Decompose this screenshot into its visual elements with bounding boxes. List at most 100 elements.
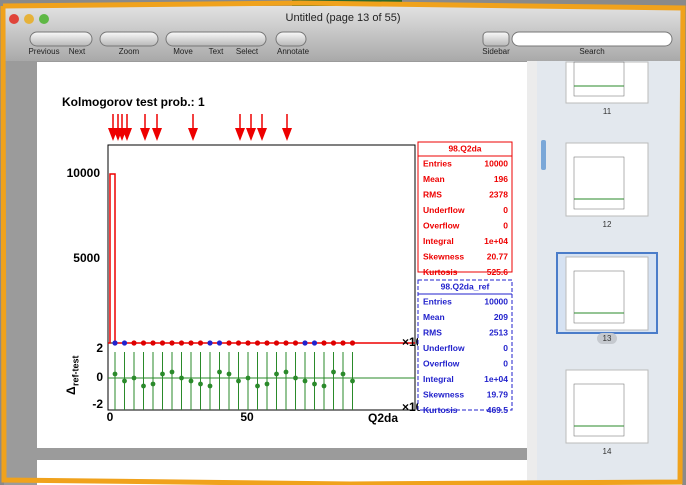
marker (121, 340, 128, 346)
marker (226, 340, 232, 346)
ratio-marker (312, 381, 317, 387)
ratio-marker (217, 369, 222, 375)
ratio-marker (131, 375, 137, 381)
ratio-marker (274, 371, 279, 377)
stats-label: Underflow (423, 205, 465, 215)
toolbar-label: Annotate (277, 47, 310, 56)
marker (330, 340, 337, 346)
stats-value: 20.77 (487, 251, 509, 261)
sidebar-control[interactable] (482, 31, 510, 47)
ratio-tick-label: 0 (96, 370, 103, 384)
zoom-button[interactable] (39, 14, 49, 24)
ratio-marker (302, 378, 308, 384)
stats-boxes: 98.Q2da Entries 10000 Mean 196 RMS 2378 Underfl… (417, 141, 513, 415)
stats-label: Mean (423, 312, 445, 322)
thumbnail-plot (573, 270, 625, 324)
marker (264, 340, 270, 346)
thumbnail[interactable] (565, 369, 649, 444)
marker (321, 340, 327, 346)
zoom-control[interactable] (99, 31, 159, 47)
stats-value: 0 (503, 220, 508, 230)
stats-label: Skewness (423, 251, 464, 261)
thumbnail-plot (573, 61, 625, 97)
prev-next-control[interactable] (29, 31, 93, 47)
thumbnail[interactable] (565, 256, 649, 331)
stats-label: Overflow (423, 358, 460, 368)
ratio-marker (340, 371, 346, 377)
stats-value: 1e+04 (484, 236, 508, 246)
marker (188, 340, 194, 346)
ratio-marker (255, 383, 260, 389)
stats-label: Kurtosis (423, 267, 458, 277)
tool-control[interactable] (165, 31, 267, 47)
minimize-button[interactable] (24, 14, 34, 24)
toolbar-label: Next (69, 47, 86, 56)
toolbar-label: Select (236, 47, 259, 56)
plot-title: Kolmogorov test prob.: 1 (62, 95, 205, 109)
stats-label: Underflow (423, 343, 465, 353)
close-button[interactable] (9, 14, 19, 24)
stats-label: RMS (423, 189, 442, 199)
x-axis-label: Q2da (368, 411, 398, 425)
annotate-control[interactable] (275, 31, 307, 47)
thumbnail[interactable] (565, 142, 649, 217)
ratio-marker (236, 378, 241, 384)
thumbnail[interactable] (565, 61, 649, 104)
arrow-head (152, 128, 162, 141)
stats-value: 10000 (484, 158, 508, 168)
ratio-axis-label-sub: ref-test (70, 355, 80, 386)
toolbar-label: Move (173, 47, 193, 56)
marker (292, 340, 299, 346)
stats-title: 98.Q2da_ref (441, 281, 490, 291)
marker (340, 340, 346, 346)
thumbnail-plot (573, 383, 625, 437)
stats-label: Mean (423, 174, 445, 184)
arrow-head (188, 128, 198, 141)
exponent-label: ×10 (402, 335, 423, 349)
marker (254, 340, 261, 346)
ratio-marker (226, 371, 232, 377)
arrow-head (140, 128, 150, 141)
x-tick-label: 50 (240, 410, 254, 424)
ratio-marker (169, 369, 175, 375)
thumbnail-label: 12 (603, 220, 612, 229)
toolbar-label: Sidebar (482, 47, 510, 56)
arrow-head (257, 128, 267, 141)
stats-label: Integral (423, 374, 454, 384)
marker (178, 340, 185, 346)
marker (302, 340, 308, 346)
ratio-marker (160, 371, 165, 377)
stats-value: 209 (494, 312, 508, 322)
stats-value: 0 (503, 205, 508, 215)
stats-value: 0 (503, 358, 508, 368)
label-pill (597, 333, 617, 344)
stats-value: 0 (503, 343, 508, 353)
ratio-marker (283, 369, 289, 375)
ratio-axis-label: Δ (64, 386, 78, 395)
ratio-marker (150, 381, 156, 387)
marker (235, 340, 242, 346)
marker (150, 340, 156, 346)
stats-title: 98.Q2da (448, 143, 481, 153)
stats-label: Overflow (423, 220, 460, 230)
stats-value: 525.6 (487, 267, 509, 277)
window-title: Untitled (page 13 of 55) (286, 12, 401, 24)
toolbar-label: Previous (28, 47, 59, 56)
search-field[interactable] (511, 31, 673, 47)
marker (283, 340, 289, 346)
stats-value: 1e+04 (484, 374, 508, 384)
stats-value: 196 (494, 174, 508, 184)
stats-box (417, 141, 513, 273)
stats-value: 19.79 (487, 389, 509, 399)
thumbnails: 11 12 13 14 (556, 61, 658, 456)
stats-label: Entries (423, 158, 452, 168)
stats-value: 2513 (489, 327, 508, 337)
scrollbar[interactable] (527, 61, 537, 485)
histogram-plot (107, 114, 416, 411)
stats-box (417, 279, 513, 411)
ratio-marker (141, 383, 146, 389)
marker (131, 340, 137, 346)
sidebar-scroll-knob[interactable] (541, 140, 546, 170)
ratio-marker (293, 375, 298, 381)
